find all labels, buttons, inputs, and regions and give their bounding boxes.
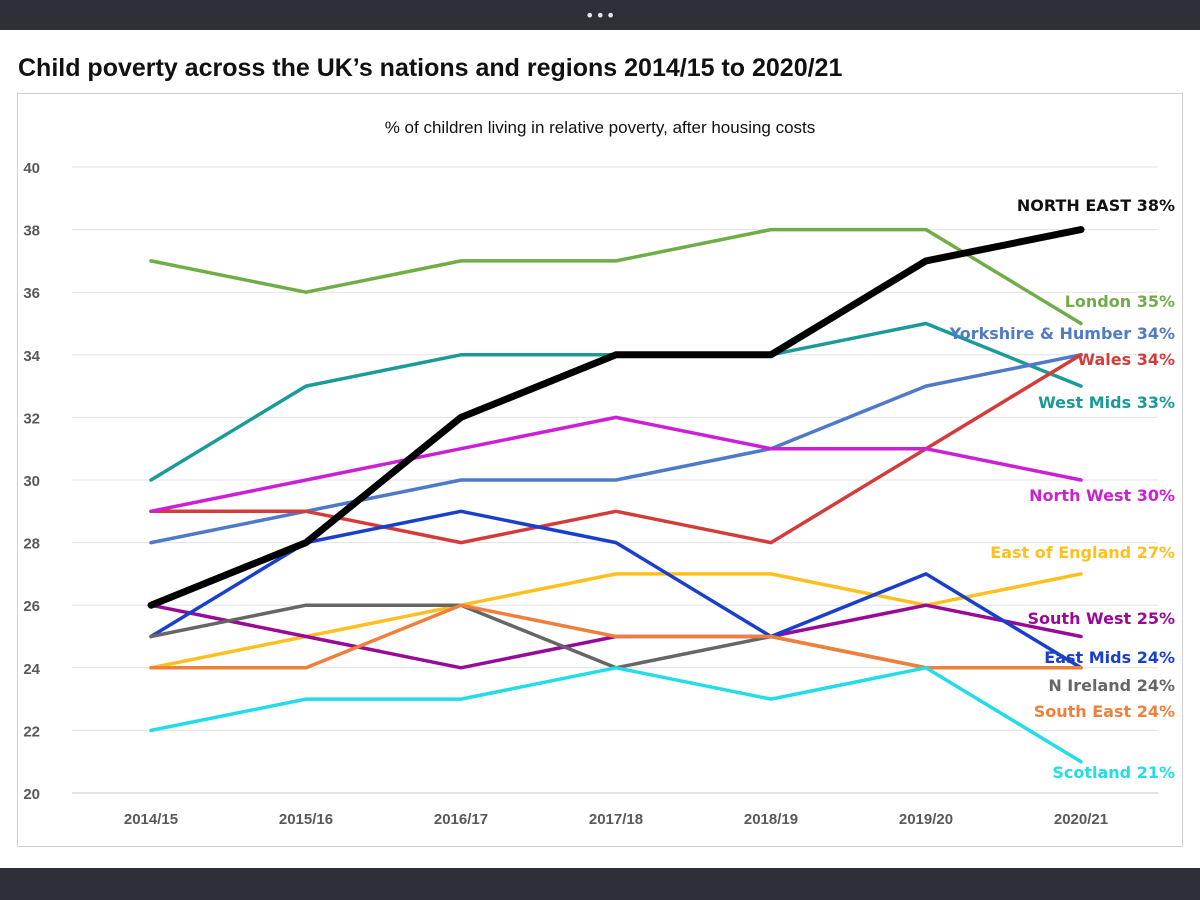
series-end-label-west-mids: West Mids 33% [1038,393,1175,412]
y-tick-label: 38 [23,223,40,240]
y-tick-label: 22 [23,723,40,740]
series-end-label-east-mids: East Mids 24% [1044,648,1175,667]
series-end-label-north-west: North West 30% [1029,486,1175,505]
series-end-label-south-west: South West 25% [1028,609,1175,628]
chart-frame: % of children living in relative poverty… [17,93,1183,847]
series-line-west-mids [149,321,1083,482]
series-end-label-london: London 35% [1065,292,1175,311]
bottom-window-bar [0,868,1200,900]
x-tick-label: 2017/18 [589,811,643,828]
series-end-label-north-east: NORTH EAST 38% [1017,196,1175,215]
x-tick-label: 2020/21 [1054,811,1108,828]
series-line-north-west [149,415,1083,514]
y-tick-label: 32 [23,410,40,427]
series-end-label-scotland: Scotland 21% [1052,763,1175,782]
series-end-label-n-ireland: N Ireland 24% [1048,676,1175,695]
y-tick-label: 34 [23,348,40,365]
series-end-label-wales: Wales 34% [1077,350,1175,369]
x-tick-label: 2019/20 [899,811,953,828]
y-tick-label: 30 [23,473,40,490]
series-line-scotland [149,666,1083,764]
x-tick-label: 2016/17 [434,811,488,828]
y-tick-label: 36 [23,285,40,302]
series-line-north-east [147,226,1085,609]
y-tick-label: 26 [23,598,40,615]
series-end-label-east-of-england: East of England 27% [990,543,1175,562]
page-title: Child poverty across the UK’s nations an… [18,54,843,82]
series-line-london [149,227,1083,326]
series-end-label-yorkshire-humber: Yorkshire & Humber 34% [949,324,1175,343]
y-tick-label: 28 [23,536,40,553]
chart-subtitle: % of children living in relative poverty… [385,118,816,137]
series-line-east-of-england [149,572,1083,670]
top-window-bar: ••• [0,0,1200,30]
series-line-east-mids [149,509,1083,670]
series-end-label-south-east: South East 24% [1034,702,1175,721]
y-tick-label: 20 [23,786,40,803]
more-options-icon[interactable]: ••• [585,6,617,25]
y-tick-label: 24 [23,661,40,678]
x-tick-label: 2015/16 [279,811,333,828]
y-tick-label: 40 [23,160,40,177]
line-chart: % of children living in relative poverty… [23,118,1175,828]
x-tick-label: 2018/19 [744,811,798,828]
series-line-south-east [149,603,1083,670]
series-line-yorkshire-humber [149,353,1083,545]
x-tick-label: 2014/15 [124,811,178,828]
